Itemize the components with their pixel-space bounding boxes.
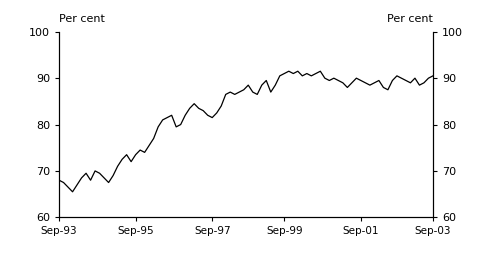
Text: Per cent: Per cent: [387, 14, 433, 24]
Text: Per cent: Per cent: [59, 14, 105, 24]
